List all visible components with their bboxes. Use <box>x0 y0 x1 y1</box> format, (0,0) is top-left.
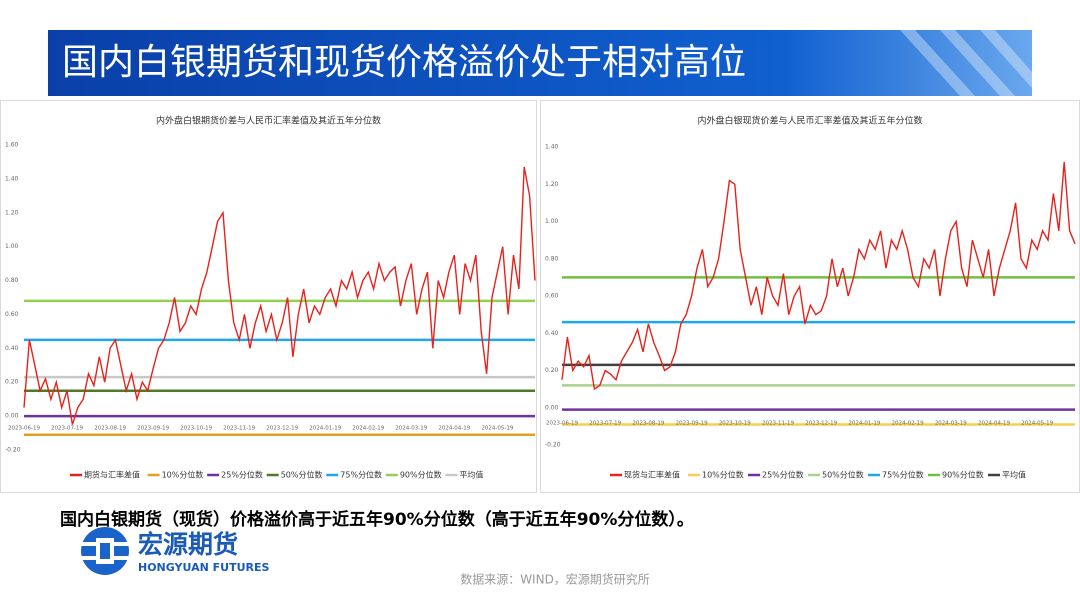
x-tick-label: 2024-02-19 <box>892 421 924 427</box>
x-tick-label: 2023-12-19 <box>266 426 298 432</box>
x-tick-label: 2023-12-19 <box>805 421 837 427</box>
x-tick-label: 2023-08-19 <box>94 426 126 432</box>
x-tick-label: 2023-11-19 <box>762 421 794 427</box>
y-tick-label: 0.40 <box>545 330 559 337</box>
legend-label: 50%分位数 <box>822 470 864 480</box>
y-tick-label: 1.40 <box>5 175 19 182</box>
chart-frame <box>0 100 537 493</box>
x-tick-label: 2023-06-19 <box>546 421 578 427</box>
y-tick-label: -0.20 <box>545 442 561 449</box>
data-line <box>561 161 1076 391</box>
legend-label: 25%分位数 <box>221 470 263 480</box>
x-tick-label: 2023-11-19 <box>223 426 255 432</box>
x-tick-label: 2024-01-19 <box>309 426 341 432</box>
x-tick-label: 2024-05-19 <box>481 426 513 432</box>
logo-name: 宏源期货 <box>138 530 238 559</box>
y-tick-label: 1.20 <box>5 209 19 216</box>
caption: 国内白银期货（现货）价格溢价高于近五年90%分位数（高于近五年90%分位数）。 <box>60 509 694 530</box>
header-stripes <box>900 30 1032 96</box>
x-tick-label: 2024-03-19 <box>935 421 967 427</box>
x-tick-label: 2024-04-19 <box>978 421 1010 427</box>
x-tick-label: 2023-06-19 <box>8 426 40 432</box>
legend-label: 75%分位数 <box>882 470 924 480</box>
y-tick-label: 1.60 <box>5 142 19 149</box>
y-tick-label: 1.00 <box>5 243 19 250</box>
legend-label: 期货与汇率差值 <box>84 470 140 480</box>
y-tick-label: 0.80 <box>5 277 19 284</box>
x-tick-label: 2024-04-19 <box>438 426 470 432</box>
legend-label: 90%分位数 <box>400 470 442 480</box>
y-tick-label: 1.20 <box>545 181 559 188</box>
x-tick-label: 2024-01-19 <box>848 421 880 427</box>
header-banner <box>48 30 1032 96</box>
y-tick-label: 0.20 <box>5 379 19 386</box>
chart-frame <box>540 100 1080 493</box>
chart-title: 内外盘白银现货价差与人民币汇率差值及其近五年分位数 <box>697 115 922 127</box>
y-tick-label: 0.80 <box>545 255 559 262</box>
logo-icon <box>78 527 132 575</box>
x-tick-label: 2023-07-19 <box>589 421 621 427</box>
data-line <box>23 166 536 425</box>
x-tick-label: 2023-07-19 <box>51 426 83 432</box>
y-tick-label: 1.00 <box>545 218 559 225</box>
legend-label: 平均值 <box>1002 470 1026 480</box>
legend-label: 75%分位数 <box>340 470 382 480</box>
x-tick-label: 2023-10-19 <box>180 426 212 432</box>
x-tick-label: 2024-05-19 <box>1021 421 1053 427</box>
legend-label: 10%分位数 <box>162 470 204 480</box>
x-tick-label: 2023-08-19 <box>632 421 664 427</box>
x-tick-label: 2024-03-19 <box>395 426 427 432</box>
logo-english: HONGYUAN FUTURES <box>138 561 270 574</box>
x-tick-label: 2024-02-19 <box>352 426 384 432</box>
legend-label: 现货与汇率差值 <box>624 470 680 480</box>
x-tick-label: 2023-09-19 <box>676 421 708 427</box>
y-tick-label: 1.40 <box>545 144 559 151</box>
y-tick-label: 0.20 <box>545 367 559 374</box>
legend-label: 25%分位数 <box>762 470 804 480</box>
source-note: 数据来源：WIND，宏源期货研究所 <box>460 572 650 587</box>
x-tick-label: 2023-10-19 <box>719 421 751 427</box>
chart-title: 内外盘白银期货价差与人民币汇率差值及其近五年分位数 <box>156 115 381 127</box>
header-title: 国内白银期货和现货价格溢价处于相对高位 <box>62 42 746 83</box>
legend-label: 10%分位数 <box>702 470 744 480</box>
y-tick-label: 0.00 <box>545 404 559 411</box>
legend-label: 50%分位数 <box>281 470 323 480</box>
legend-label: 平均值 <box>459 470 483 480</box>
y-tick-label: 0.40 <box>5 345 19 352</box>
y-tick-label: 0.60 <box>5 311 19 318</box>
x-tick-label: 2023-09-19 <box>137 426 169 432</box>
y-tick-label: -0.20 <box>5 447 21 454</box>
y-tick-label: 0.60 <box>545 293 559 300</box>
legend-label: 90%分位数 <box>942 470 984 480</box>
y-tick-label: 0.00 <box>5 413 19 420</box>
